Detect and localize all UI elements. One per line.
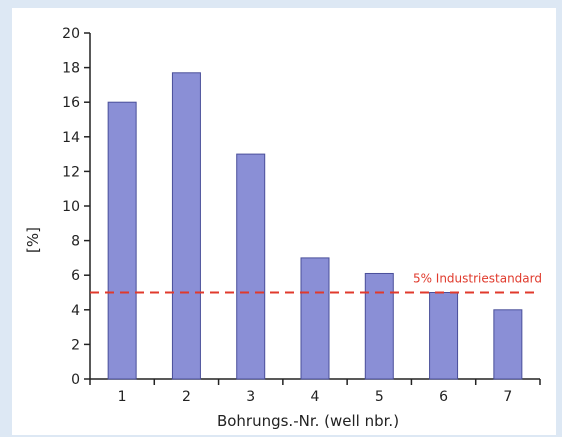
y-tick-label: 2 [71,337,80,353]
chart-frame: 0 2 4 6 8 10 12 14 16 18 20 1 2 3 4 5 6 7 5% Industriesta… [12,8,556,435]
x-tick-label: 7 [503,389,512,405]
y-tick-label: 10 [62,199,80,215]
x-tick-label: 3 [246,389,255,405]
y-tick-label: 6 [71,268,80,284]
bar [300,257,330,380]
x-tick-label: 5 [375,389,384,405]
bar [364,272,394,380]
bar [107,101,137,380]
y-tick-label: 16 [62,95,80,111]
x-tick-label: 4 [311,389,320,405]
x-tick-label: 2 [182,389,191,405]
bar [493,309,523,380]
y-tick-label: 4 [71,303,80,319]
bars [107,72,523,380]
x-tick-label: 6 [439,389,448,405]
y-tick-label: 12 [62,164,80,180]
y-axis-title: [%] [24,227,42,253]
bar [171,72,201,380]
reference-line-group: 5% Industriestandard [90,272,542,294]
y-tick-label: 14 [62,130,80,146]
y-tick-label: 18 [62,61,80,77]
y-tick-label: 8 [71,234,80,250]
bar [429,292,459,380]
x-tick-label: 1 [118,389,127,405]
x-axis-title: Bohrungs.-Nr. (well nbr.) [217,412,399,430]
bar [236,153,266,380]
y-tick-label: 20 [62,26,80,42]
reference-line-label: 5% Industriestandard [413,272,542,286]
y-tick-label: 0 [71,372,80,388]
